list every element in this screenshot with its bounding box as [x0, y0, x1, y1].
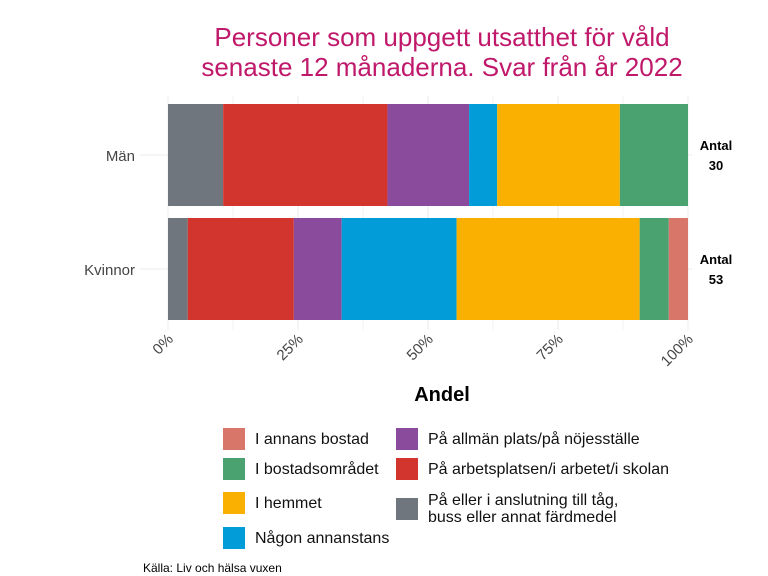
- count-label-bg: [692, 249, 740, 289]
- legend-item: I hemmet: [223, 492, 322, 514]
- legend-item: I annans bostad: [223, 428, 369, 450]
- y-tick-label: Män: [106, 148, 135, 165]
- legend-swatch: [223, 458, 245, 480]
- bar-segment: [497, 104, 620, 206]
- x-axis-title: Andel: [414, 384, 470, 406]
- x-tick-label: 75%: [534, 331, 567, 364]
- legend-label: I bostadsområdet: [255, 460, 379, 478]
- legend-item: I bostadsområdet: [223, 458, 379, 480]
- legend-swatch: [223, 428, 245, 450]
- count-label: Antal: [700, 252, 733, 267]
- bar-segment: [387, 104, 470, 206]
- legend-swatch: [396, 498, 418, 520]
- count-label: Antal: [700, 138, 733, 153]
- legend-item: På eller i anslutning till tåg, buss ell…: [396, 492, 618, 526]
- bar-segment: [341, 218, 457, 320]
- source-note: Källa: Liv och hälsa vuxen: [143, 561, 282, 575]
- legend-label: På eller i anslutning till tåg, buss ell…: [428, 492, 619, 526]
- legend-swatch: [396, 428, 418, 450]
- legend-item: Någon annanstans: [223, 527, 389, 549]
- bar-segment: [456, 218, 640, 320]
- chart-title: senaste 12 månaderna. Svar från år 2022: [201, 52, 682, 82]
- chart-title: Personer som uppgett utsatthet för våld: [214, 22, 669, 52]
- bar-segment: [168, 104, 224, 206]
- x-tick-label: 0%: [149, 331, 176, 358]
- count-label-bg: [692, 135, 740, 175]
- bar-segment: [639, 218, 669, 320]
- legend-swatch: [223, 527, 245, 549]
- legend-label: I hemmet: [255, 494, 322, 512]
- bar-segment: [619, 104, 688, 206]
- bar-segment: [469, 104, 498, 206]
- legend-item: På arbetsplatsen/i arbetet/i skolan: [396, 458, 669, 480]
- bar-segment: [168, 218, 188, 320]
- x-tick-label: 50%: [404, 331, 437, 364]
- x-tick-label: 100%: [658, 331, 697, 370]
- bar-segment: [668, 218, 688, 320]
- legend-label: På allmän plats/på nöjesställe: [428, 430, 640, 448]
- count-value: 30: [709, 158, 723, 173]
- legend-label: Någon annanstans: [255, 529, 390, 547]
- x-tick-label: 25%: [274, 331, 307, 364]
- legend-label: På arbetsplatsen/i arbetet/i skolan: [428, 460, 670, 478]
- legend-item: På allmän plats/på nöjesställe: [396, 428, 640, 450]
- bar-segment: [293, 218, 342, 320]
- y-tick-label: Kvinnor: [84, 262, 135, 279]
- legend-swatch: [223, 492, 245, 514]
- count-value: 53: [709, 272, 723, 287]
- legend-swatch: [396, 458, 418, 480]
- legend-label: I annans bostad: [255, 430, 369, 448]
- bar-segment: [187, 218, 294, 320]
- bar-segment: [223, 104, 388, 206]
